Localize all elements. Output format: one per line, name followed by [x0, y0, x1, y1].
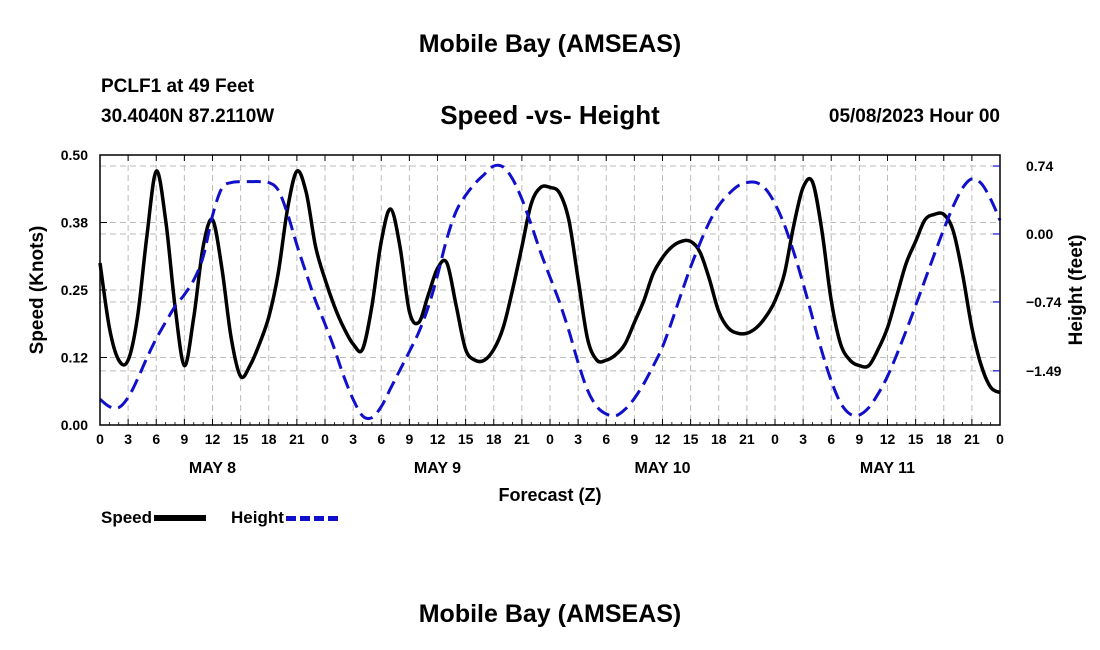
y2-tick-label: 0.74 [1026, 158, 1053, 174]
x-tick-label: 6 [602, 431, 610, 447]
x-tick-label: 12 [430, 431, 446, 447]
x-tick-label: 6 [377, 431, 385, 447]
x-tick-label: 0 [321, 431, 329, 447]
x-tick-label: 0 [546, 431, 554, 447]
x-tick-label: 18 [261, 431, 277, 447]
y-tick-label: 0.00 [61, 417, 88, 433]
forecast-datetime: 05/08/2023 Hour 00 [828, 106, 1000, 127]
station-label: PCLF1 at 49 Feet [101, 76, 255, 97]
legend-speed-label: Speed [101, 508, 153, 527]
x-tick-label: 0 [996, 431, 1004, 447]
legend-height-swatch [285, 515, 338, 521]
series [98, 163, 1002, 421]
x-tick-label: 12 [880, 431, 896, 447]
coordinates-label: 30.4040N 87.2110W [101, 106, 275, 127]
x-tick-label: 15 [683, 431, 699, 447]
x-tick-label: 21 [964, 431, 980, 447]
x-tick-label: 15 [458, 431, 474, 447]
x-tick-label: 3 [574, 431, 582, 447]
x-tick-label: 21 [289, 431, 305, 447]
y2-axis-title: Height (feet) [1066, 235, 1087, 346]
legend-height-label: Height [231, 508, 284, 527]
x-tick-label: 6 [152, 431, 160, 447]
y-tick-label: 0.12 [61, 350, 88, 366]
chart-title: Mobile Bay (AMSEAS) [418, 30, 682, 58]
y2-tick-label: −0.74 [1026, 294, 1062, 310]
x-tick-label: 15 [908, 431, 924, 447]
x-tick-label: 9 [630, 431, 638, 447]
y2-tick-label: 0.00 [1026, 226, 1053, 242]
y-axis-title: Speed (Knots) [27, 226, 48, 355]
x-tick-label: 9 [855, 431, 863, 447]
series-speed-line [98, 169, 1001, 395]
legend-height: Height [231, 508, 338, 528]
x-tick-label: 18 [936, 431, 952, 447]
x-tick-label: 3 [349, 431, 357, 447]
x-tick-label: 18 [711, 431, 727, 447]
x-day-label: MAY 10 [634, 460, 690, 477]
axes: 0 3 6 9 12 15 18 21 0 3 6 9 12 15 18 21 0 3 6 9 12 15 18 21 0 3 6 9… [27, 147, 1087, 505]
x-day-label: MAY 9 [414, 460, 461, 477]
bottom-title: Mobile Bay (AMSEAS) [418, 600, 682, 628]
x-tick-label: 3 [799, 431, 807, 447]
y-tick-label: 0.38 [61, 215, 88, 231]
legend-speed-swatch [154, 515, 207, 521]
x-day-label: MAY 8 [189, 460, 236, 477]
x-tick-label: 9 [405, 431, 413, 447]
grid [100, 154, 1000, 425]
x-tick-label: 0 [96, 431, 104, 447]
x-tick-label: 15 [233, 431, 249, 447]
series-height-line [99, 163, 1002, 421]
x-axis-title: Forecast (Z) [498, 485, 601, 505]
y2-tick-label: −1.49 [1026, 363, 1062, 379]
x-tick-label: 9 [180, 431, 188, 447]
x-tick-label: 12 [655, 431, 671, 447]
x-day-label: MAY 11 [860, 460, 915, 477]
x-tick-label: 0 [771, 431, 779, 447]
legend-speed: Speed [101, 508, 207, 528]
y-tick-label: 0.50 [61, 147, 88, 163]
x-tick-label: 12 [205, 431, 221, 447]
x-tick-label: 6 [827, 431, 835, 447]
chart-subtitle: Speed -vs- Height [440, 100, 660, 130]
x-tick-label: 3 [124, 431, 132, 447]
y-tick-label: 0.25 [61, 282, 88, 298]
x-tick-label: 18 [486, 431, 502, 447]
x-tick-label: 21 [514, 431, 530, 447]
x-tick-label: 21 [739, 431, 755, 447]
